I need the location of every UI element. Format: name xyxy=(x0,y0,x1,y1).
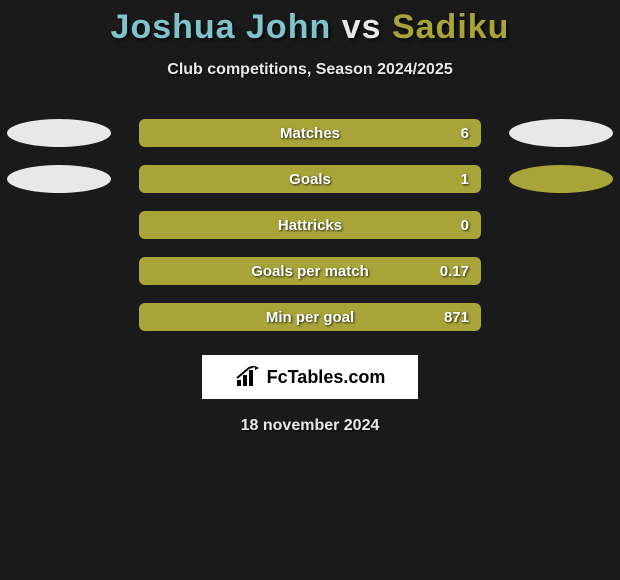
stat-row: Goals 1 xyxy=(0,165,620,193)
stat-row: Hattricks 0 xyxy=(0,211,620,239)
logo: FcTables.com xyxy=(235,366,386,388)
stats-card: Joshua John vs Sadiku Club competitions,… xyxy=(0,0,620,435)
stat-label: Goals per match xyxy=(251,263,369,280)
stat-row: Goals per match 0.17 xyxy=(0,257,620,285)
stat-value: 0 xyxy=(461,217,469,234)
stat-bar: Min per goal 871 xyxy=(139,303,481,331)
stat-bar: Hattricks 0 xyxy=(139,211,481,239)
vs-label: vs xyxy=(342,8,382,46)
subtitle: Club competitions, Season 2024/2025 xyxy=(0,61,620,79)
logo-box[interactable]: FcTables.com xyxy=(202,355,418,399)
player1-name: Joshua John xyxy=(111,8,332,46)
stat-label: Hattricks xyxy=(278,217,342,234)
stat-row: Matches 6 xyxy=(0,119,620,147)
player1-blob xyxy=(7,119,111,147)
stat-bar: Matches 6 xyxy=(139,119,481,147)
bar-chart-icon xyxy=(235,366,261,388)
stat-value: 6 xyxy=(461,125,469,142)
stat-row: Min per goal 871 xyxy=(0,303,620,331)
stat-label: Matches xyxy=(280,125,340,142)
stat-value: 0.17 xyxy=(440,263,469,280)
stat-bar: Goals 1 xyxy=(139,165,481,193)
player2-blob xyxy=(509,165,613,193)
date-label: 18 november 2024 xyxy=(0,417,620,435)
player1-blob xyxy=(7,165,111,193)
stat-label: Goals xyxy=(289,171,331,188)
logo-text: FcTables.com xyxy=(267,367,386,388)
stat-value: 871 xyxy=(444,309,469,326)
stat-label: Min per goal xyxy=(266,309,354,326)
stat-value: 1 xyxy=(461,171,469,188)
stat-rows: Matches 6 Goals 1 Hattricks 0 Goals xyxy=(0,119,620,331)
stat-bar: Goals per match 0.17 xyxy=(139,257,481,285)
player2-name: Sadiku xyxy=(392,8,509,46)
page-title: Joshua John vs Sadiku xyxy=(0,8,620,47)
player2-blob xyxy=(509,119,613,147)
